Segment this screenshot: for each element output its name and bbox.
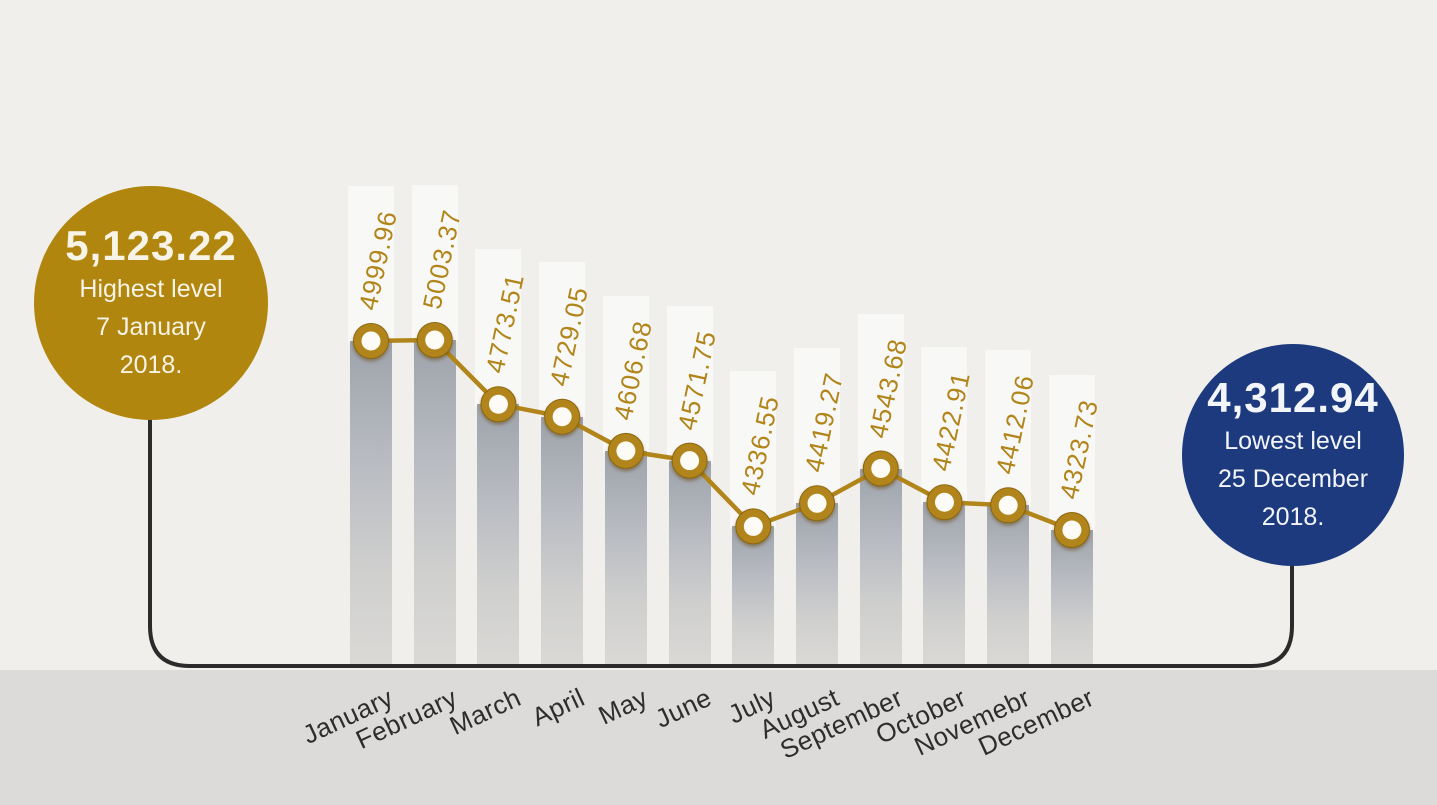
data-point-center-october — [934, 492, 954, 512]
data-point-center-novemebr — [998, 495, 1018, 515]
data-point-center-june — [680, 451, 700, 471]
lowest-label: Lowest level — [1224, 427, 1362, 455]
data-point-center-july — [743, 516, 763, 536]
connector-line — [148, 400, 1294, 668]
data-point-center-september — [871, 459, 891, 479]
lowest-level-callout: 4,312.94 Lowest level 25 December 2018. — [1182, 344, 1404, 566]
lowest-value: 4,312.94 — [1207, 374, 1379, 421]
footer-band — [0, 670, 1437, 805]
highest-label: Highest level — [79, 275, 223, 303]
data-point-center-december — [1062, 520, 1082, 540]
data-point-center-august — [807, 493, 827, 513]
lowest-year: 2018. — [1261, 503, 1325, 531]
highest-level-callout: 5,123.22 Highest level 7 January 2018. — [34, 186, 268, 420]
highest-date: 7 January — [96, 313, 206, 341]
data-point-center-january — [361, 331, 381, 351]
data-point-center-march — [488, 394, 508, 414]
lowest-date: 25 December — [1217, 465, 1369, 493]
highest-value: 5,123.22 — [65, 222, 237, 269]
data-point-center-february — [425, 330, 445, 350]
highest-year: 2018. — [119, 351, 183, 379]
series-markers — [353, 322, 1090, 548]
data-point-center-april — [552, 407, 572, 427]
data-point-center-may — [616, 441, 636, 461]
series-polyline — [370, 337, 1073, 533]
series-line — [370, 337, 1073, 533]
